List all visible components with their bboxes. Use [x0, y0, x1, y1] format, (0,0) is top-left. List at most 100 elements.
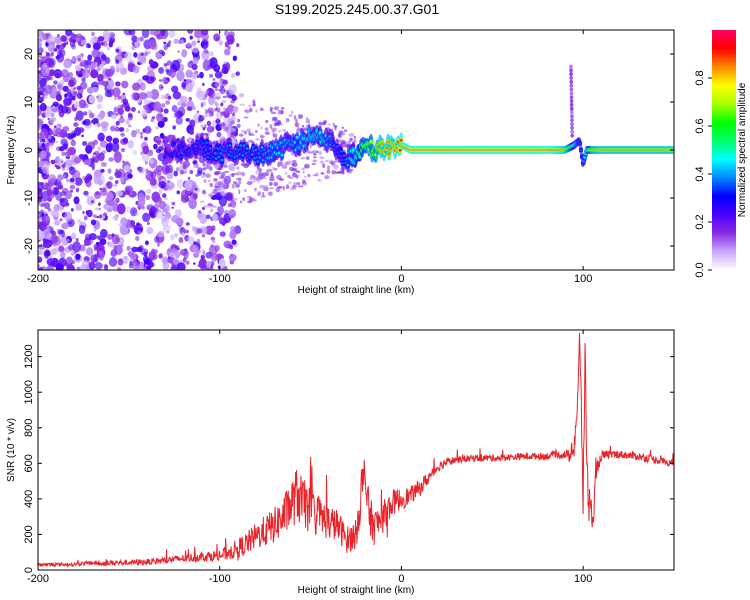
spectrogram-noise-blob: [179, 170, 185, 175]
spectrogram-noise-blob: [90, 157, 95, 163]
spectrogram-noise-blob: [106, 46, 111, 51]
spectrogram-halo-blob: [236, 123, 241, 128]
spectrogram-noise-blob: [41, 143, 46, 148]
spectrogram-noise-blob: [106, 68, 115, 76]
colorbar-label: Normalized spectral amplitude: [737, 82, 748, 217]
spectrogram-noise-blob: [200, 254, 206, 260]
spectrogram-noise-blob: [171, 201, 176, 206]
spectrogram-halo-blob: [245, 110, 251, 114]
spectrogram-halo-blob: [232, 181, 238, 185]
spectrogram-line-core: [242, 144, 246, 147]
spectrogram-noise-blob: [67, 71, 74, 79]
spectrogram-noise-blob: [160, 30, 166, 37]
spectrogram-halo-blob: [200, 103, 204, 108]
spectrogram-spur-blob: [569, 106, 574, 111]
spectrogram-halo-blob: [227, 203, 232, 208]
spectrogram-noise-blob: [222, 183, 230, 190]
spectrogram-noise-blob: [107, 241, 115, 248]
spectrogram-noise-blob: [97, 250, 105, 260]
spectrogram-halo-blob: [255, 109, 258, 113]
spectrogram-noise-blob: [207, 179, 211, 183]
spectrogram-noise-blob: [176, 167, 180, 172]
spectrogram-halo-blob: [214, 188, 217, 192]
spectrogram-noise-blob: [153, 101, 162, 112]
spectrogram-noise-blob: [73, 122, 79, 127]
spectrogram-noise-blob: [127, 251, 134, 257]
spectrogram-halo-blob: [300, 156, 306, 160]
spectrogram-noise-blob: [232, 95, 238, 102]
spectrogram-halo-blob: [280, 110, 284, 115]
spectrogram-halo-blob: [262, 185, 269, 188]
spectrogram-line-core: [318, 131, 322, 135]
spectrogram-noise-blob: [100, 228, 108, 239]
spectrogram-halo-blob: [211, 126, 215, 130]
spectrogram-spur-blob: [569, 83, 574, 88]
spectrogram-noise-blob: [53, 125, 57, 129]
spectrogram-noise-blob: [166, 172, 174, 180]
spectrogram-halo-blob: [202, 171, 206, 176]
spectrogram-halo-blob: [217, 181, 223, 186]
spectrogram-noise-blob: [200, 226, 208, 235]
spectrogram-halo-blob: [257, 191, 261, 197]
spectrogram-noise-blob: [112, 215, 119, 220]
spectrogram-noise-blob: [157, 120, 165, 128]
spectrogram-noise-blob: [231, 239, 237, 245]
spectrogram-noise-blob: [75, 253, 81, 261]
spectrogram-noise-blob: [63, 72, 68, 77]
spectrogram-noise-blob: [107, 77, 112, 81]
spectrogram-noise-blob: [108, 41, 113, 48]
spectrogram-noise-blob: [171, 85, 179, 93]
spectrogram-halo-blob: [319, 156, 325, 160]
spectrogram-noise-blob: [174, 245, 180, 250]
spectrogram-noise-blob: [38, 198, 43, 203]
spectrogram-noise-blob: [115, 61, 125, 73]
spectrogram-noise-blob: [228, 163, 236, 172]
spectrogram-halo-blob: [206, 89, 210, 95]
spectrogram-noise-blob: [115, 59, 120, 65]
spectrogram-noise-blob: [45, 51, 48, 54]
spectrogram-halo-blob: [331, 170, 337, 175]
spectrogram-noise-blob: [107, 168, 112, 174]
spectrogram-noise-blob: [148, 210, 155, 218]
spectrogram-noise-blob: [45, 53, 51, 59]
spectrogram-noise-blob: [125, 205, 132, 213]
spectrogram-noise-blob: [200, 40, 209, 50]
spectrogram-noise-blob: [47, 43, 54, 52]
spectrogram-noise-blob: [45, 215, 50, 222]
spectrogram-noise-blob: [83, 215, 88, 221]
spectrogram-noise-blob: [78, 41, 82, 44]
spectrogram-noise-blob: [108, 141, 113, 147]
spectrogram-noise-blob: [189, 35, 193, 40]
spectrogram-line-core: [260, 146, 264, 149]
spectrogram-halo-blob: [222, 91, 227, 94]
spectrogram-noise-blob: [58, 245, 64, 251]
spectrogram-halo-blob: [272, 166, 275, 171]
spectrogram-noise-blob: [199, 71, 204, 79]
spectrogram-noise-blob: [117, 95, 122, 100]
spectrogram-noise-blob: [221, 67, 229, 75]
spectrogram-noise-blob: [76, 85, 82, 91]
spectrogram-halo-blob: [296, 170, 301, 173]
spectrogram-halo-blob: [345, 140, 352, 146]
spectrogram-noise-blob: [39, 267, 43, 270]
spectrogram-noise-blob: [60, 35, 68, 43]
spectrogram-noise-blob: [228, 37, 234, 44]
spectrogram-halo-blob: [294, 122, 300, 128]
spectrogram-halo-blob: [211, 205, 218, 208]
spectrogram-noise-blob: [189, 129, 195, 135]
spectrogram-noise-blob: [190, 46, 200, 54]
spectrogram-noise-blob: [135, 128, 141, 134]
spectrogram-noise-blob: [230, 226, 236, 232]
spectrogram-halo-blob: [240, 129, 246, 133]
spectrogram-halo-blob: [264, 131, 270, 136]
colorbar: 0.0 0.2 0.4 0.6 0.8 Normalized spectral ampl…: [694, 30, 748, 278]
spectrogram-noise-blob: [150, 118, 154, 123]
spectrogram-noise-blob: [157, 230, 165, 238]
spectrogram-halo-blob: [229, 111, 233, 115]
spectrogram-noise-blob: [118, 117, 125, 124]
snr-ytick-label: 600: [23, 454, 35, 472]
spectrogram-halo-blob: [260, 107, 264, 112]
spectrogram-noise-blob: [222, 80, 228, 85]
spectrogram-noise-blob: [230, 131, 237, 139]
spectrogram-noise-blob: [74, 37, 81, 42]
